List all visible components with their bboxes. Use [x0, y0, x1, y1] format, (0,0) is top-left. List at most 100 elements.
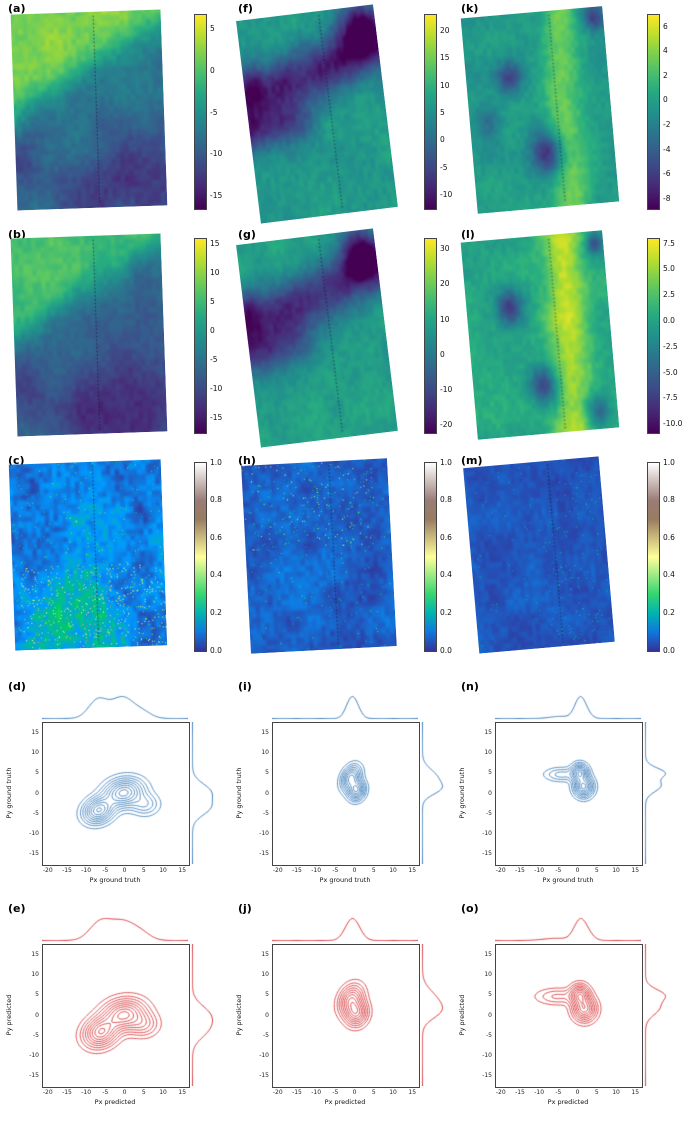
x-tick-label: 5	[594, 1089, 599, 1096]
colorbar-tick-label: -5	[210, 355, 218, 365]
panel-label: (g)	[238, 228, 256, 241]
heatmap-c	[8, 459, 168, 651]
y-tick-label: 0	[488, 1011, 492, 1019]
x-tick-label: 10	[612, 867, 620, 874]
colorbar-tick-label: 0.4	[210, 570, 222, 580]
kde-contour-plot	[495, 944, 643, 1088]
kde-contour-plot	[272, 944, 420, 1088]
colorbar-tick-label: 30	[440, 244, 450, 254]
marginal-x-density	[42, 694, 188, 720]
heatmap-m	[463, 456, 615, 654]
y-tick-label: 5	[35, 991, 39, 999]
panel-label: (k)	[461, 2, 479, 15]
marginal-x-density	[42, 916, 188, 942]
colorbar-tick-label: 2	[663, 70, 668, 80]
colorbar	[194, 14, 207, 210]
y-tick-label: -15	[259, 850, 269, 858]
panel-label: (e)	[8, 902, 26, 915]
colorbar-tick-label: 15	[210, 239, 220, 249]
colorbar-tick-label: 10	[210, 268, 220, 278]
y-tick-label: -5	[33, 809, 39, 817]
x-tick-label: 15	[408, 1089, 417, 1096]
colorbar-tick-label: -6	[663, 169, 671, 179]
joint-panel-o: (o) -15 -10 -5 0 5 10 15 -20 -15 -10 -5 0 5 10 15 Px pre…	[455, 900, 683, 1123]
y-tick-label: -5	[486, 809, 492, 817]
x-tick-label: 0	[575, 1089, 580, 1096]
x-tick-label: -10	[81, 1089, 92, 1096]
x-tick-label: -5	[555, 867, 562, 874]
colorbar-tick-label: 0.0	[663, 645, 675, 655]
x-tick-label: 0	[122, 867, 127, 874]
y-tick-label: 15	[261, 728, 269, 736]
map-panel-f: (f) 20 15 10 5 0 -5 -10	[232, 0, 460, 224]
y-tick-label: 10	[31, 748, 39, 756]
panel-label: (n)	[461, 680, 479, 693]
colorbar-tick-label: 20	[440, 25, 450, 35]
colorbar	[647, 462, 660, 652]
y-tick-label: 0	[35, 789, 39, 797]
colorbar	[424, 462, 437, 652]
y-tick-label: -5	[263, 1031, 269, 1039]
colorbar-tick-label: 5	[440, 107, 445, 117]
colorbar-tick-label: 0.6	[663, 532, 675, 542]
y-tick-label: -10	[29, 1052, 39, 1060]
y-tick-label: 5	[265, 769, 269, 777]
colorbar-tick-label: 0.2	[210, 607, 222, 617]
y-axis-label: Py ground truth	[458, 767, 466, 819]
x-axis-label: Px ground truth	[319, 876, 371, 884]
x-tick-label: 15	[631, 867, 640, 874]
x-axis-label: Px ground truth	[542, 876, 594, 884]
colorbar-tick-label: 0.6	[440, 532, 452, 542]
colorbar-tick-label: 0	[440, 349, 445, 359]
panel-label: (f)	[238, 2, 253, 15]
colorbar-tick-label: -8	[663, 193, 671, 203]
colorbar	[424, 238, 437, 434]
colorbar-tick-label: 5	[210, 297, 215, 307]
x-tick-label: 5	[371, 867, 376, 874]
marginal-y-density	[644, 944, 668, 1086]
y-tick-label: -5	[33, 1031, 39, 1039]
panel-label: (d)	[8, 680, 26, 693]
kde-contour-plot	[272, 722, 420, 866]
x-tick-label: 0	[122, 1089, 127, 1096]
x-tick-label: -20	[495, 1089, 506, 1096]
panel-label: (j)	[238, 902, 252, 915]
y-tick-label: 0	[265, 789, 269, 797]
x-tick-label: -10	[81, 867, 92, 874]
map-panel-k: (k) 6 4 2 0 -2 -4 -6 -8	[455, 0, 683, 224]
colorbar-tick-label: 0.8	[210, 495, 222, 505]
x-tick-label: -20	[42, 867, 53, 874]
colorbar	[194, 238, 207, 434]
colorbar-tick-label: -2.5	[663, 341, 678, 351]
colorbar-tick-label: 0	[210, 326, 215, 336]
heatmap-k	[460, 6, 620, 214]
colorbar	[647, 14, 660, 210]
colorbar-tick-label: 0.0	[663, 316, 675, 326]
colorbar-tick-label: -10.0	[663, 419, 683, 429]
colorbar-tick-label: -15	[210, 413, 223, 423]
colorbar-tick-label: 20	[440, 279, 450, 289]
x-tick-label: 5	[594, 867, 599, 874]
x-tick-label: -15	[62, 1089, 72, 1096]
colorbar-tick-label: 1.0	[440, 457, 452, 467]
panel-label: (l)	[461, 228, 475, 241]
colorbar-tick-label: 1.0	[663, 457, 675, 467]
x-tick-label: -20	[495, 867, 506, 874]
colorbar	[194, 462, 207, 652]
colorbar-tick-label: -7.5	[663, 393, 678, 403]
colorbar-tick-label: -10	[440, 189, 453, 199]
joint-panel-j: (j) -15 -10 -5 0 5 10 15 -20 -15 -10 -5 0 5 10 15 Px pre…	[232, 900, 460, 1123]
y-tick-label: 15	[31, 950, 39, 958]
joint-panel-i: (i) -15 -10 -5 0 5 10 15 -20 -15 -10 -5 0 5 10 15 Px gro…	[232, 678, 460, 902]
map-panel-b: (b) 15 10 5 0 -5 -10 -15	[2, 226, 230, 450]
y-tick-label: -15	[482, 1072, 492, 1080]
colorbar-tick-label: 0	[440, 135, 445, 145]
colorbar-tick-label: 4	[663, 46, 668, 56]
y-tick-label: 10	[484, 970, 492, 978]
y-tick-label: 0	[488, 789, 492, 797]
map-panel-c: (c) 1.0 0.8 0.6 0.4 0.2 0.0	[2, 452, 230, 676]
colorbar-tick-label: 5.0	[663, 264, 675, 274]
x-tick-label: -5	[332, 1089, 339, 1096]
x-tick-label: 10	[612, 1089, 620, 1096]
colorbar-tick-label: -15	[210, 191, 223, 200]
